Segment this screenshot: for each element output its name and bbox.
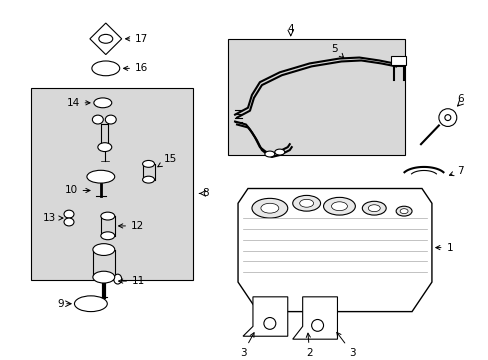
Ellipse shape (444, 114, 450, 121)
Text: 8: 8 (202, 188, 208, 198)
Polygon shape (243, 297, 287, 336)
Text: 1: 1 (435, 243, 452, 253)
Text: 14: 14 (66, 98, 90, 108)
Ellipse shape (142, 176, 154, 183)
Polygon shape (90, 23, 122, 55)
Bar (31, 88, 193, 280)
Text: 17: 17 (125, 34, 148, 44)
Ellipse shape (274, 149, 284, 155)
Ellipse shape (142, 161, 154, 167)
Bar (227, 39, 404, 155)
Text: 2: 2 (305, 333, 312, 358)
Circle shape (311, 319, 323, 331)
Ellipse shape (93, 271, 115, 283)
Text: 4: 4 (287, 24, 293, 34)
Text: 9: 9 (58, 299, 64, 309)
Ellipse shape (93, 244, 115, 256)
Ellipse shape (395, 206, 411, 216)
Ellipse shape (98, 143, 112, 152)
Ellipse shape (105, 115, 116, 124)
Ellipse shape (362, 201, 386, 215)
Text: 10: 10 (64, 185, 90, 195)
Ellipse shape (92, 115, 103, 124)
Ellipse shape (292, 195, 320, 211)
Text: 16: 16 (123, 63, 148, 73)
Text: 13: 13 (42, 213, 63, 223)
Ellipse shape (399, 209, 407, 213)
Text: 6: 6 (456, 94, 463, 104)
Text: 12: 12 (119, 221, 144, 231)
Ellipse shape (64, 218, 74, 226)
Text: 3: 3 (336, 332, 355, 358)
Ellipse shape (261, 203, 278, 213)
Bar (390, 55, 405, 66)
Ellipse shape (94, 98, 112, 108)
Polygon shape (292, 297, 337, 339)
Ellipse shape (251, 198, 287, 218)
Ellipse shape (74, 296, 107, 312)
Text: 5: 5 (330, 44, 343, 58)
Ellipse shape (92, 61, 120, 76)
Ellipse shape (331, 202, 346, 211)
Ellipse shape (114, 274, 122, 284)
Ellipse shape (64, 210, 74, 218)
Ellipse shape (101, 232, 115, 240)
Ellipse shape (264, 151, 274, 157)
Circle shape (264, 318, 275, 329)
Ellipse shape (99, 35, 113, 43)
Ellipse shape (101, 212, 115, 220)
Ellipse shape (323, 197, 355, 215)
Polygon shape (238, 189, 431, 312)
Ellipse shape (299, 199, 313, 207)
Ellipse shape (367, 205, 380, 212)
Ellipse shape (87, 170, 115, 183)
Text: 15: 15 (158, 154, 177, 167)
Text: 7: 7 (448, 166, 463, 176)
Text: 11: 11 (119, 276, 145, 286)
Ellipse shape (438, 109, 456, 126)
Text: 3: 3 (239, 333, 254, 358)
